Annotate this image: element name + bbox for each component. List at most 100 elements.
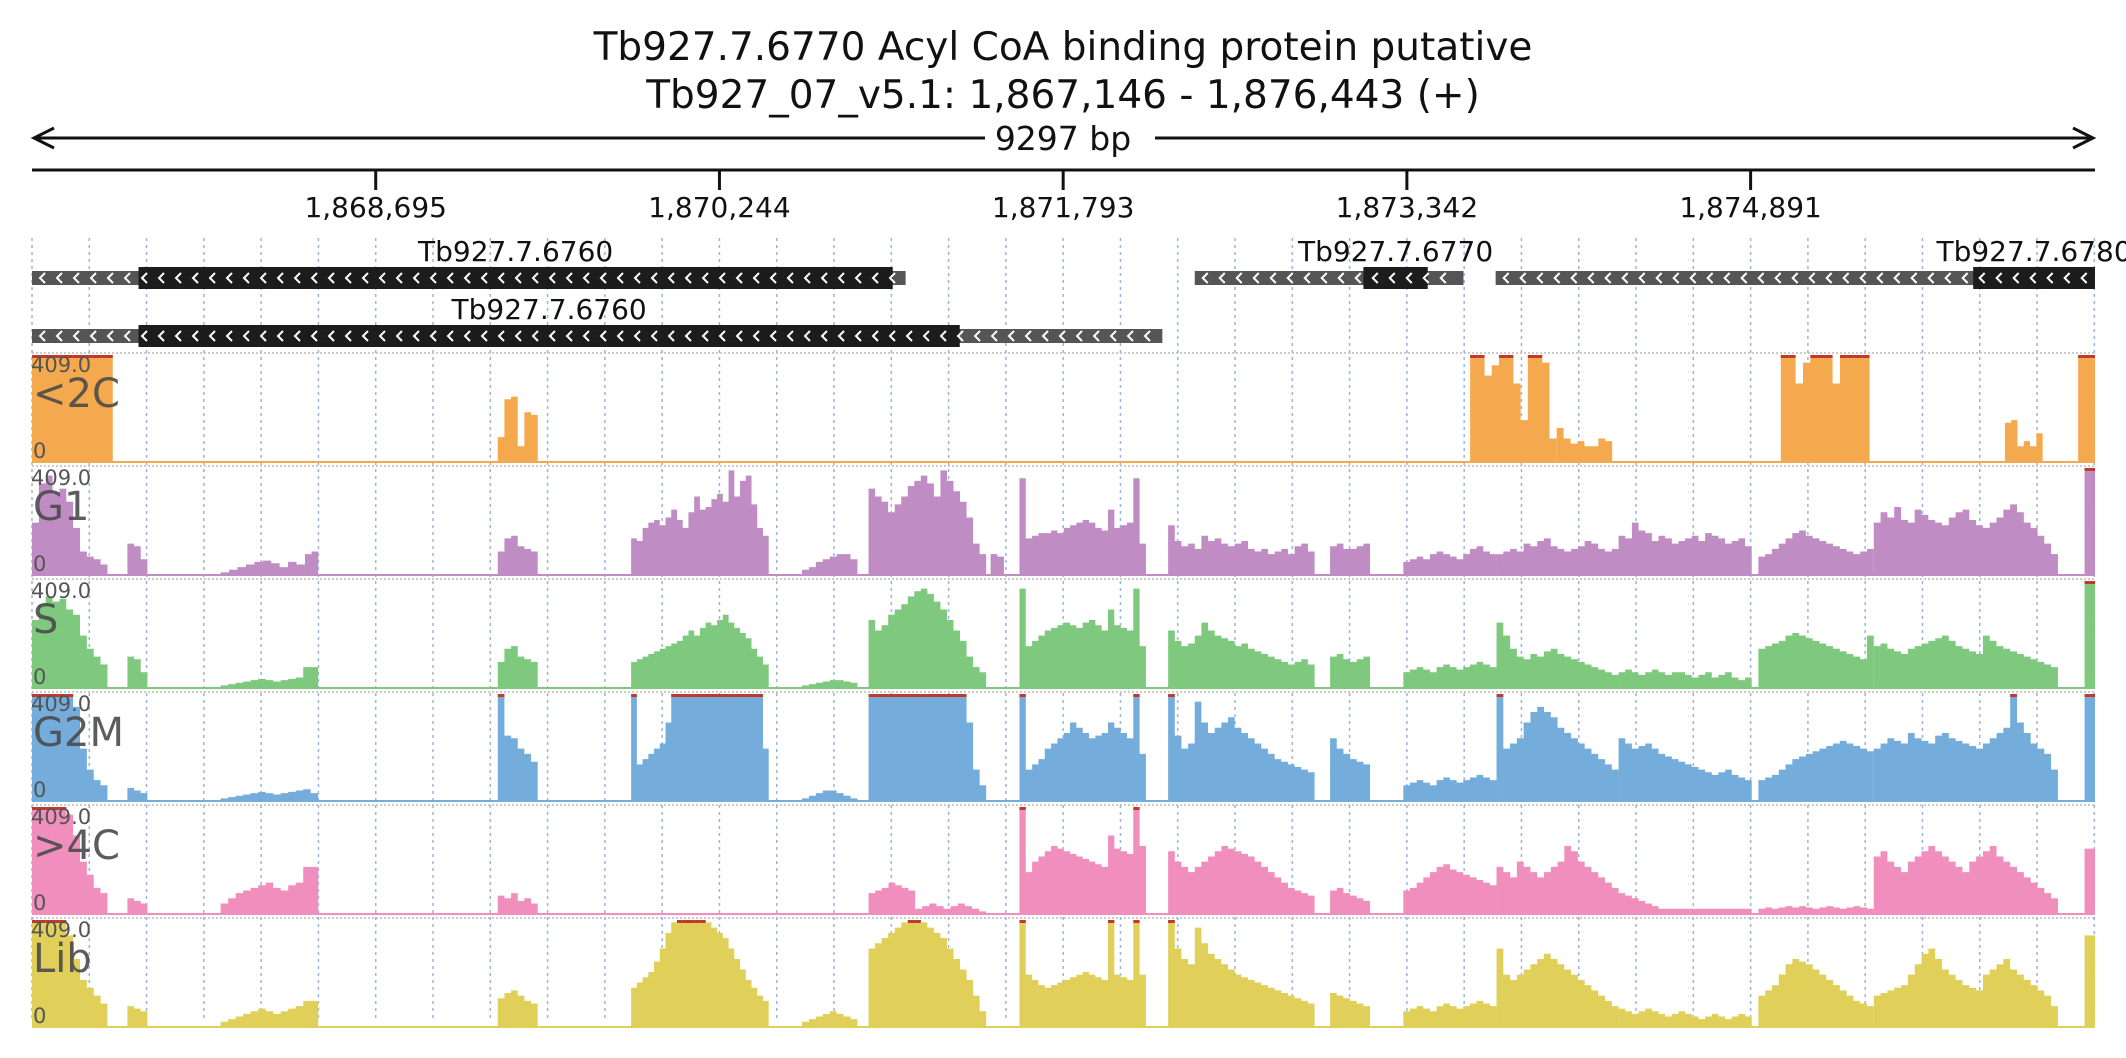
clip-marker — [32, 807, 39, 810]
strand-chevron — [1604, 272, 1612, 284]
clip-marker — [1477, 355, 1485, 358]
x-tick-label: 1,870,244 — [648, 191, 791, 224]
coverage-track: 409.0 0 Lib — [31, 917, 2095, 1028]
coverage-area — [127, 543, 148, 575]
clip-marker — [1133, 807, 1140, 810]
coverage-area — [1496, 948, 1619, 1027]
strand-chevron — [1978, 272, 1986, 284]
strand-chevron — [531, 330, 539, 342]
clip-marker — [32, 355, 43, 358]
strand-chevron — [463, 272, 471, 284]
coverage-area — [1019, 920, 1146, 1027]
coverage-area — [1403, 661, 1497, 688]
clip-marker — [1107, 920, 1115, 923]
coverage-track: 409.0 0 S — [31, 578, 2095, 689]
clip-marker — [711, 694, 718, 697]
coverage-area — [801, 1011, 858, 1027]
coverage-area — [497, 396, 538, 462]
strand-chevron — [769, 330, 777, 342]
strand-chevron — [1007, 330, 1015, 342]
clip-marker — [1019, 920, 1026, 923]
clip-marker — [2010, 694, 2018, 697]
clip-marker — [62, 355, 73, 358]
coverage-area — [1330, 543, 1371, 575]
strand-chevron — [1638, 272, 1646, 284]
clip-marker — [705, 694, 712, 697]
chart-title-line1: Tb927.7.6770 Acyl CoA binding protein pu… — [593, 25, 1533, 70]
coverage-area — [1758, 633, 1874, 688]
strand-chevron — [208, 330, 216, 342]
coverage-area — [1496, 694, 1619, 801]
coverage-area — [2084, 581, 2095, 688]
strand-chevron — [1995, 272, 2003, 284]
strand-chevron — [225, 330, 233, 342]
span-arrow-left — [30, 126, 55, 150]
coverage-area — [497, 694, 538, 801]
clip-marker — [875, 694, 882, 697]
strand-chevron — [38, 272, 46, 284]
strand-chevron — [684, 272, 692, 284]
strand-chevron — [72, 272, 80, 284]
strand-chevron — [38, 330, 46, 342]
strand-chevron — [395, 272, 403, 284]
strand-chevron — [1303, 272, 1311, 284]
clip-marker — [907, 694, 915, 697]
strand-chevron — [1893, 272, 1901, 284]
coverage-area — [220, 560, 305, 575]
clip-marker — [72, 355, 83, 358]
clip-marker — [497, 694, 505, 697]
track-min-label: 0 — [33, 778, 46, 802]
coverage-area — [1168, 525, 1315, 575]
clip-marker — [2089, 468, 2095, 471]
clip-marker — [38, 807, 46, 810]
clip-marker — [1133, 694, 1140, 697]
strand-chevron — [514, 330, 522, 342]
clip-marker — [1168, 920, 1175, 923]
track-min-label: 0 — [33, 1004, 46, 1028]
clip-marker — [946, 694, 954, 697]
strand-chevron — [208, 272, 216, 284]
strand-chevron — [395, 330, 403, 342]
strand-chevron — [1961, 272, 1969, 284]
coverage-track: 409.0 0 <2C — [31, 352, 2095, 463]
strand-chevron — [446, 330, 454, 342]
strand-chevron — [1269, 272, 1277, 284]
clip-marker — [82, 355, 93, 358]
track-max-label: 409.0 — [31, 579, 91, 603]
strand-chevron — [1570, 272, 1578, 284]
strand-chevron — [480, 272, 488, 284]
strand-chevron — [327, 272, 335, 284]
coverage-area — [1618, 669, 1752, 688]
x-tick-label: 1,874,891 — [1679, 191, 1822, 224]
gene-models: Tb927.7.6760 Tb927.7.6770 Tb927.7.6780 Tb92… — [32, 235, 2126, 347]
coverage-area — [868, 882, 916, 914]
strand-chevron — [820, 330, 828, 342]
strand-chevron — [106, 330, 114, 342]
coverage-area — [990, 554, 1004, 575]
coverage-area — [1168, 920, 1315, 1027]
clip-marker — [717, 694, 723, 697]
strand-chevron — [140, 272, 148, 284]
clip-marker — [2089, 355, 2095, 358]
clip-marker — [38, 694, 46, 697]
strand-chevron — [497, 272, 505, 284]
strand-chevron — [667, 272, 675, 284]
strand-chevron — [1024, 330, 1032, 342]
clip-marker — [920, 694, 928, 697]
strand-chevron — [1791, 272, 1799, 284]
strand-chevron — [786, 330, 794, 342]
coverage-area — [1873, 504, 2058, 575]
track-name-label: S — [33, 597, 58, 643]
strand-chevron — [1621, 272, 1629, 284]
strand-chevron — [888, 272, 896, 284]
strand-chevron — [837, 272, 845, 284]
clip-marker — [699, 920, 706, 923]
coverage-area — [868, 920, 987, 1027]
clip-marker — [688, 694, 695, 697]
strand-chevron — [1126, 330, 1134, 342]
strand-chevron — [752, 330, 760, 342]
coverage-area — [631, 470, 769, 575]
coverage-area — [32, 920, 108, 1027]
clip-marker — [881, 694, 889, 697]
strand-chevron — [412, 272, 420, 284]
